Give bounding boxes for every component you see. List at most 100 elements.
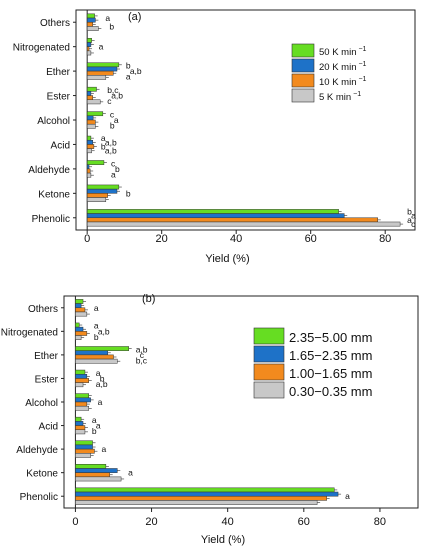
legend-label: 20 K min −1	[319, 61, 367, 73]
bar	[86, 99, 101, 105]
x-axis-label: Yield (%)	[201, 534, 245, 546]
legend-unit-superscript: −1	[357, 46, 367, 53]
bar	[75, 322, 80, 328]
legend-label: 2.35−5.00 mm	[289, 330, 372, 345]
x-tick-label: 80	[379, 233, 391, 245]
bar	[75, 444, 93, 450]
significance-letter: b	[100, 373, 105, 383]
bar	[86, 188, 118, 194]
bar	[75, 472, 110, 478]
legend-label: 5 K min −1	[319, 91, 361, 103]
significance-letter: c	[140, 350, 145, 360]
legend-swatch	[291, 73, 315, 88]
x-tick-label: 60	[298, 516, 310, 528]
bar	[86, 168, 91, 174]
significance-letter: a,b	[136, 344, 148, 354]
bar	[86, 95, 94, 101]
category-label: Ether	[46, 67, 71, 78]
bar	[75, 401, 88, 407]
bar	[86, 164, 90, 170]
bar	[75, 393, 89, 399]
significance-letter: b	[126, 61, 131, 71]
bar	[86, 119, 96, 125]
category-label: Aldehyde	[16, 445, 58, 456]
plot-frame	[63, 295, 419, 509]
category-label: Ketone	[26, 469, 58, 480]
significance-letter: a,b	[105, 137, 117, 147]
significance-letter: b	[407, 206, 412, 216]
bar	[86, 111, 104, 117]
significance-letter: a	[99, 42, 104, 52]
bar	[86, 217, 378, 223]
bar	[75, 331, 88, 336]
significance-letter: b	[110, 121, 115, 131]
category-label: Ester	[47, 92, 71, 103]
significance-letter: a	[411, 211, 416, 221]
category-label: Others	[28, 304, 58, 315]
legend-label: 1.00−1.65 mm	[289, 366, 372, 381]
significance-letter: c	[111, 158, 116, 168]
bar	[75, 307, 86, 313]
bar	[86, 184, 120, 190]
category-label: Nitrogenated	[13, 43, 70, 54]
bar	[86, 213, 345, 219]
significance-letter: a	[92, 415, 97, 425]
bar	[86, 38, 92, 43]
significance-letter: a	[101, 133, 106, 143]
x-tick-label: 20	[145, 516, 157, 528]
bar	[86, 62, 120, 68]
category-label: Acid	[51, 140, 70, 151]
category-label: Acid	[39, 422, 58, 433]
significance-letter: a,b	[96, 379, 108, 389]
bar	[86, 139, 94, 145]
bar	[86, 123, 96, 129]
bar	[75, 416, 82, 422]
bar	[75, 405, 89, 411]
legend-swatch	[253, 381, 285, 399]
significance-letter: b	[94, 332, 99, 342]
significance-letter: a	[101, 444, 106, 454]
significance-letter: a	[94, 321, 99, 331]
bar	[86, 209, 339, 214]
significance-letter: a,b	[98, 326, 110, 336]
bar	[75, 382, 84, 388]
significance-letter: a	[98, 397, 103, 407]
x-tick-label: 0	[72, 516, 78, 528]
significance-letter: b	[92, 426, 97, 436]
bar	[86, 66, 118, 72]
legend-unit-superscript: −1	[357, 61, 367, 68]
bar	[86, 193, 108, 198]
bar	[75, 468, 118, 473]
x-tick-label: 40	[222, 516, 234, 528]
significance-letter: a,b	[111, 91, 123, 101]
significance-letter: a	[96, 368, 101, 378]
bar	[86, 17, 96, 23]
legend-swatch	[253, 363, 285, 381]
significance-letter: a	[94, 303, 99, 313]
bar	[75, 303, 82, 309]
bar	[75, 464, 107, 469]
bar	[75, 453, 91, 458]
significance-letter: a,b	[105, 146, 117, 156]
category-label: Others	[40, 18, 70, 29]
bar	[86, 221, 401, 227]
bar	[86, 160, 105, 165]
bar	[75, 429, 86, 435]
significance-letter: c	[107, 96, 112, 106]
bar	[75, 354, 114, 360]
category-label: Phenolic	[20, 492, 58, 503]
panel-label: (b)	[142, 293, 155, 305]
significance-letter: a	[407, 215, 412, 225]
x-tick-label: 40	[230, 233, 242, 245]
significance-letter: b,c	[136, 355, 148, 365]
bar	[86, 13, 95, 19]
bar	[75, 350, 109, 356]
bar	[86, 75, 107, 80]
bar	[86, 91, 92, 96]
category-label: Aldehyde	[28, 165, 70, 176]
x-tick-label: 60	[305, 233, 317, 245]
bar	[86, 21, 94, 27]
legend-swatch	[253, 345, 285, 363]
bar	[75, 476, 122, 482]
significance-letter: b	[115, 164, 120, 174]
